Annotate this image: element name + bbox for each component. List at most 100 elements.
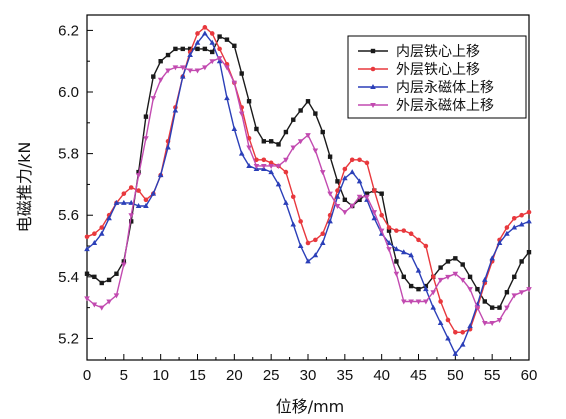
- data-point: [416, 237, 421, 243]
- data-point: [305, 240, 311, 246]
- data-point: [275, 181, 282, 187]
- data-point: [430, 304, 437, 310]
- data-point: [342, 210, 348, 216]
- data-point: [239, 71, 244, 76]
- data-point: [386, 225, 392, 230]
- x-tick-label: 40: [373, 367, 390, 384]
- data-point: [423, 299, 429, 305]
- data-point: [209, 31, 215, 36]
- data-point: [489, 321, 495, 327]
- data-point: [261, 157, 267, 163]
- data-point: [511, 216, 517, 221]
- data-point: [129, 219, 134, 224]
- data-point: [482, 299, 487, 304]
- x-tick-label: 35: [336, 367, 353, 384]
- data-point: [416, 286, 421, 292]
- data-point: [106, 299, 112, 305]
- data-point: [113, 199, 120, 205]
- axes: 0 5 10 15 20 25 30 35 40 45 50 55 60 5.2 5.4 5.6 5.8 6.0 6…: [58, 22, 537, 384]
- data-point: [99, 225, 105, 230]
- data-point: [276, 142, 281, 147]
- series-4: [84, 56, 532, 327]
- data-point: [157, 172, 164, 178]
- data-point: [231, 80, 238, 86]
- data-point: [526, 209, 532, 215]
- data-point: [370, 84, 376, 89]
- y-tick-label: 5.4: [58, 269, 79, 286]
- data-point: [526, 249, 532, 255]
- data-point: [84, 234, 90, 240]
- data-point: [195, 46, 200, 52]
- data-point: [135, 202, 142, 208]
- data-point: [254, 157, 259, 163]
- data-point: [430, 274, 436, 280]
- data-point: [386, 239, 392, 245]
- data-point: [128, 185, 134, 190]
- data-point: [165, 144, 171, 150]
- data-point: [519, 259, 524, 264]
- data-point: [504, 305, 510, 311]
- data-point: [386, 228, 392, 233]
- data-point: [187, 52, 193, 58]
- data-point: [378, 228, 385, 234]
- data-point: [283, 169, 289, 175]
- data-point: [92, 274, 97, 280]
- data-point: [459, 341, 466, 347]
- y-tick-label: 5.2: [58, 330, 79, 347]
- data-point: [364, 194, 370, 200]
- data-point: [209, 39, 216, 45]
- data-point: [283, 129, 289, 135]
- data-point: [114, 271, 119, 276]
- data-point: [224, 65, 230, 71]
- data-point: [335, 188, 340, 193]
- data-point: [238, 150, 245, 156]
- data-point: [423, 243, 429, 249]
- data-point: [217, 46, 222, 52]
- data-point: [327, 218, 333, 224]
- data-point: [400, 249, 407, 255]
- data-point: [194, 68, 201, 74]
- data-point: [84, 246, 90, 252]
- data-point: [475, 286, 480, 292]
- x-tick-label: 25: [263, 367, 280, 384]
- data-point: [165, 52, 171, 58]
- data-point: [459, 277, 466, 283]
- data-point: [246, 162, 252, 168]
- data-point: [423, 286, 429, 292]
- data-point: [202, 25, 208, 30]
- data-point: [305, 99, 311, 104]
- data-point: [438, 265, 443, 270]
- data-point: [312, 252, 319, 258]
- data-point: [379, 212, 384, 218]
- data-point: [453, 329, 458, 335]
- data-point: [99, 280, 104, 286]
- data-point: [305, 133, 311, 139]
- x-tick-label: 15: [189, 367, 206, 384]
- data-point: [423, 283, 429, 289]
- data-point: [453, 256, 458, 261]
- data-point: [268, 169, 274, 175]
- data-point: [408, 252, 414, 258]
- data-point: [370, 66, 376, 72]
- x-tick-label: 30: [300, 367, 317, 384]
- data-point: [195, 31, 200, 36]
- data-point: [460, 329, 466, 335]
- data-point: [519, 212, 524, 218]
- data-point: [121, 262, 127, 268]
- x-tick-label: 10: [152, 367, 169, 384]
- x-tick-label: 55: [484, 367, 501, 384]
- data-point: [504, 225, 510, 230]
- legend-label: 内层永磁体上移: [396, 80, 494, 96]
- legend-label: 外层永磁体上移: [396, 98, 494, 114]
- data-point: [394, 228, 399, 233]
- data-point: [349, 169, 355, 175]
- data-point: [187, 68, 193, 74]
- legend-label: 外层铁心上移: [396, 62, 480, 78]
- data-point: [335, 179, 340, 184]
- data-point: [290, 145, 297, 151]
- data-point: [158, 59, 163, 64]
- data-point: [298, 219, 303, 224]
- data-point: [320, 231, 326, 237]
- data-point: [84, 271, 90, 276]
- data-point: [297, 139, 304, 145]
